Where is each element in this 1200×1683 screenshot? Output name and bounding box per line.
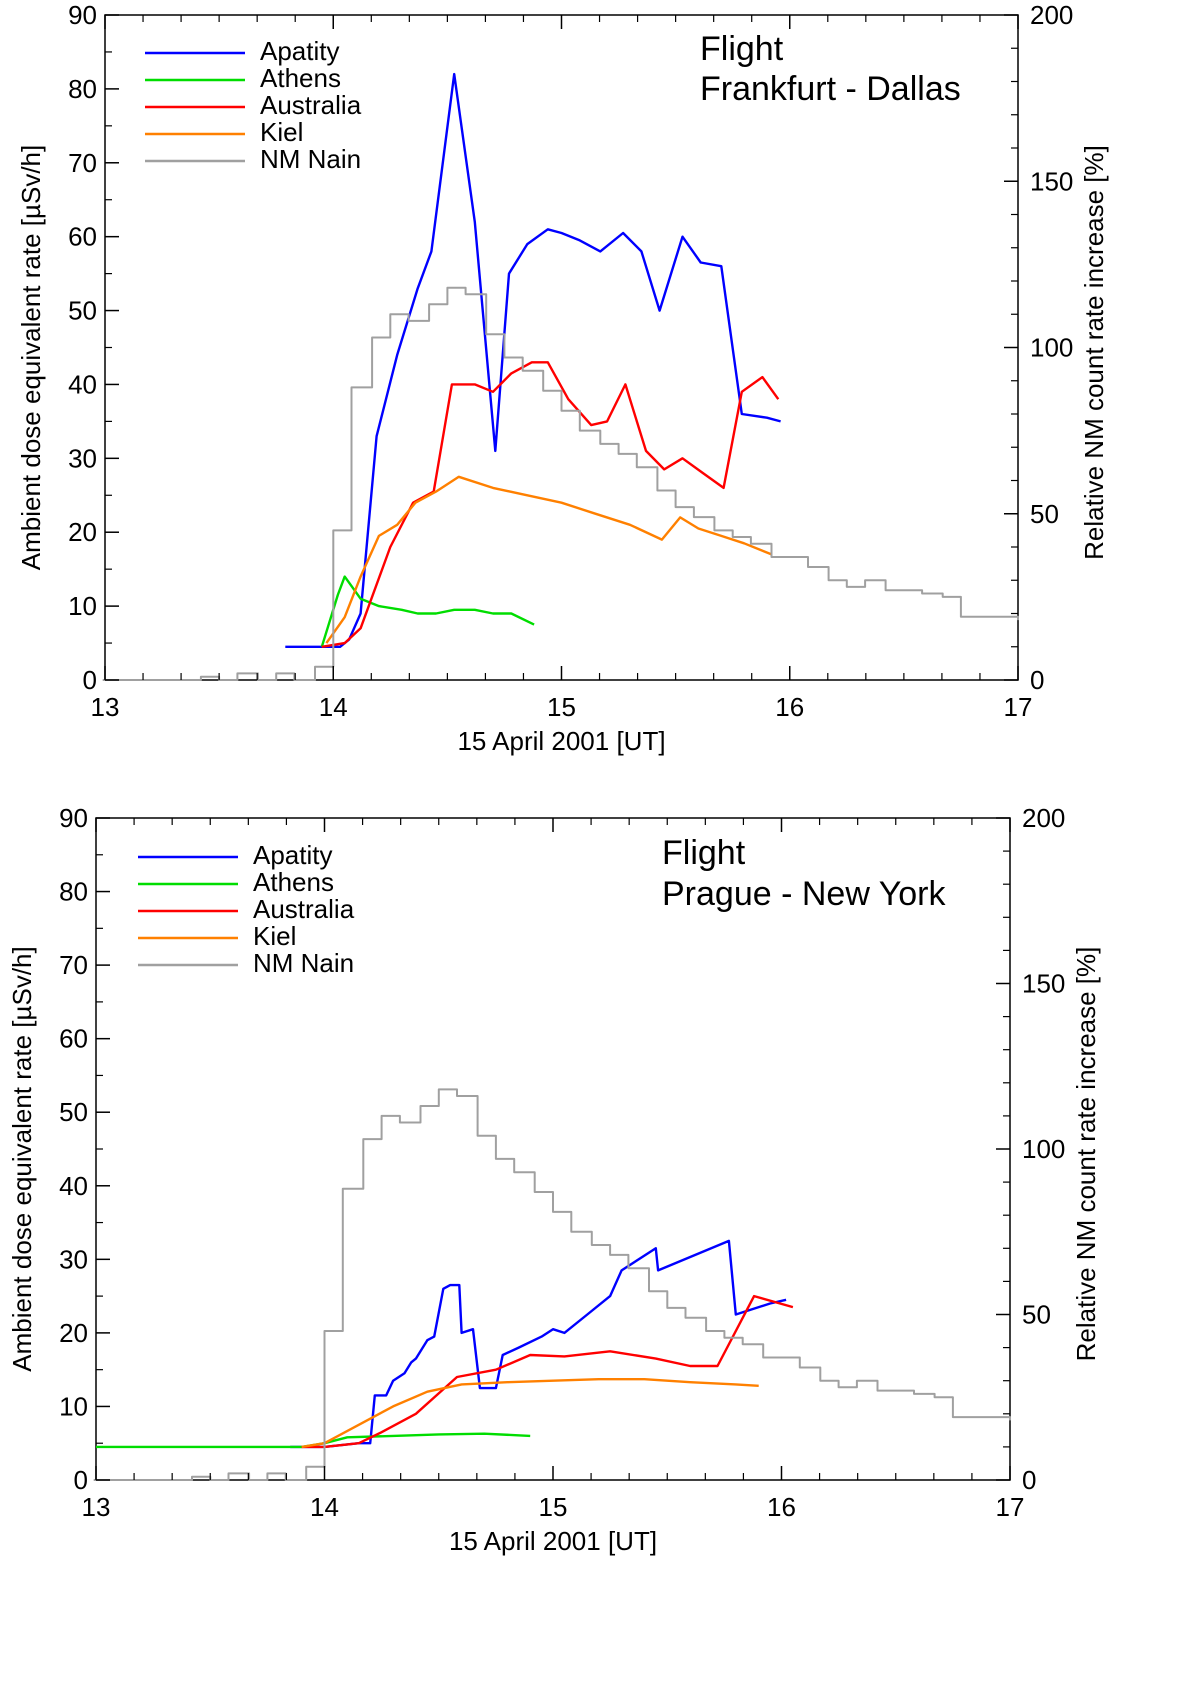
legend-label: Kiel [260, 117, 303, 147]
series-line-nm-nain [102, 286, 1019, 681]
y-tick-label: 30 [68, 443, 97, 473]
y2-tick-label: 200 [1030, 0, 1073, 30]
x-tick-label: 16 [767, 1492, 796, 1522]
series-line-australia [301, 1294, 794, 1449]
x-tick-label: 16 [775, 692, 804, 722]
series-line-kiel [325, 475, 772, 644]
y-tick-label: 50 [59, 1097, 88, 1127]
series-line-apatity [290, 1239, 787, 1449]
y2-axis-title: Relative NM count rate increase [%] [1071, 947, 1101, 1362]
y-tick-label: 20 [59, 1318, 88, 1348]
legend-label: Apatity [260, 36, 340, 66]
y-axis-title: Ambient dose equivalent rate [µSv/h] [7, 946, 37, 1371]
chart-panel-frankfurt-dallas: 13 14 15 16 17010203040506070809005010015020… [16, 0, 1109, 756]
y-tick-label: 70 [59, 950, 88, 980]
ticks-layer: 13 14 15 16 17010203040506070809005010015020… [68, 0, 1073, 722]
x-tick-label: 15 [547, 692, 576, 722]
series-layer [93, 1088, 1011, 1481]
chart-title: Flight [700, 30, 784, 68]
y2-tick-label: 200 [1022, 803, 1065, 833]
legend-label: Apatity [253, 840, 333, 870]
y-tick-label: 40 [59, 1171, 88, 1201]
y-tick-label: 90 [68, 0, 97, 30]
series-line-kiel [301, 1378, 759, 1449]
series-line-apatity [285, 72, 781, 648]
chart-subtitle: Prague - New York [662, 875, 946, 913]
y-tick-label: 80 [59, 877, 88, 907]
y2-tick-label: 0 [1022, 1465, 1036, 1495]
chart-panel-prague-new-york: 13 14 15 16 17010203040506070809005010015020… [7, 803, 1101, 1556]
series-line-nm-nain [93, 1088, 1011, 1481]
chart-title: Flight [662, 834, 746, 872]
y-tick-label: 0 [83, 665, 97, 695]
y2-tick-label: 150 [1030, 166, 1073, 196]
x-tick-label: 14 [319, 692, 348, 722]
x-tick-label: 17 [1004, 692, 1033, 722]
y2-tick-label: 150 [1022, 969, 1065, 999]
series-layer [102, 72, 1019, 681]
legend-label: NM Nain [253, 948, 354, 978]
x-tick-label: 17 [996, 1492, 1025, 1522]
y-tick-label: 70 [68, 148, 97, 178]
x-tick-label: 13 [82, 1492, 111, 1522]
legend-label: Australia [260, 90, 362, 120]
y2-tick-label: 50 [1030, 499, 1059, 529]
x-tick-label: 15 [539, 1492, 568, 1522]
y-tick-label: 10 [68, 591, 97, 621]
legend-label: Athens [260, 63, 341, 93]
ticks-layer: 13 14 15 16 17010203040506070809005010015020… [59, 803, 1065, 1522]
y2-tick-label: 50 [1022, 1300, 1051, 1330]
x-tick-label: 14 [310, 1492, 339, 1522]
legend-label: NM Nain [260, 144, 361, 174]
y2-tick-label: 100 [1030, 333, 1073, 363]
y-axis-title: Ambient dose equivalent rate [µSv/h] [16, 145, 46, 570]
y-tick-label: 40 [68, 369, 97, 399]
y-tick-label: 90 [59, 803, 88, 833]
y-tick-label: 50 [68, 296, 97, 326]
chart-subtitle: Frankfurt - Dallas [700, 70, 961, 108]
y2-axis-title: Relative NM count rate increase [%] [1079, 145, 1109, 560]
y2-tick-label: 100 [1022, 1134, 1065, 1164]
y-tick-label: 0 [74, 1465, 88, 1495]
y-tick-label: 60 [68, 222, 97, 252]
y2-tick-label: 0 [1030, 665, 1044, 695]
x-tick-label: 13 [91, 692, 120, 722]
y-tick-label: 80 [68, 74, 97, 104]
series-line-athens [320, 575, 535, 648]
y-tick-label: 60 [59, 1024, 88, 1054]
y-tick-label: 20 [68, 517, 97, 547]
x-axis-title: 15 April 2001 [UT] [457, 726, 665, 756]
y-tick-label: 30 [59, 1244, 88, 1274]
legend-label: Australia [253, 894, 355, 924]
legend-label: Athens [253, 867, 334, 897]
y-tick-label: 10 [59, 1391, 88, 1421]
x-axis-title: 15 April 2001 [UT] [449, 1526, 657, 1556]
legend-label: Kiel [253, 921, 296, 951]
